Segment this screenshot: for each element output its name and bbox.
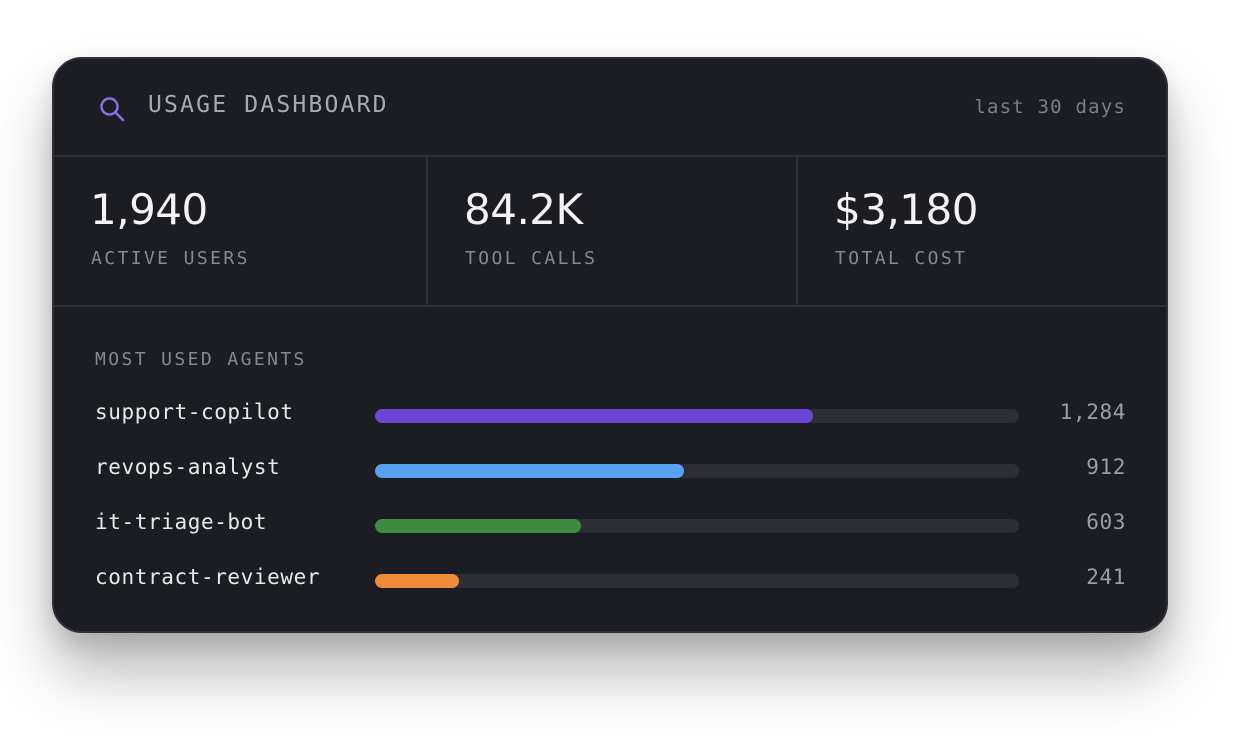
agent-count: 1,284 (1059, 400, 1126, 424)
agent-count: 603 (1086, 510, 1126, 534)
stat-label: TOTAL COST (835, 248, 968, 269)
agent-row-revops-analyst: revops-analyst 912 (54, 452, 1166, 488)
usage-bar-track (375, 464, 1019, 478)
dashboard-title: USAGE DASHBOARD (148, 92, 389, 118)
stat-label: ACTIVE USERS (91, 248, 250, 269)
agent-count: 912 (1086, 455, 1126, 479)
usage-bar-fill (375, 519, 582, 533)
stat-tool-calls: 84.2K TOOL CALLS (426, 155, 798, 305)
usage-bar-fill (375, 409, 813, 423)
card-header: USAGE DASHBOARD last 30 days (54, 59, 1166, 157)
agent-row-contract-reviewer: contract-reviewer 241 (54, 562, 1166, 598)
usage-dashboard-card: USAGE DASHBOARD last 30 days 1,940 ACTIV… (52, 57, 1168, 633)
agent-name: it-triage-bot (95, 510, 268, 534)
agent-name: revops-analyst (95, 455, 281, 479)
stat-value: $3,180 (834, 185, 978, 234)
stat-active-users: 1,940 ACTIVE USERS (54, 155, 426, 305)
stat-value: 84.2K (464, 185, 583, 234)
search-icon[interactable] (98, 95, 126, 123)
agent-row-support-copilot: support-copilot 1,284 (54, 397, 1166, 433)
agent-name: support-copilot (95, 400, 294, 424)
usage-bar-fill (375, 464, 685, 478)
usage-bar-track (375, 409, 1019, 423)
usage-bar-track (375, 574, 1019, 588)
stat-value: 1,940 (90, 185, 208, 234)
usage-bar-fill (375, 574, 459, 588)
agents-section-title: MOST USED AGENTS (95, 349, 307, 370)
stat-total-cost: $3,180 TOTAL COST (796, 155, 1166, 305)
agent-name: contract-reviewer (95, 565, 321, 589)
agent-count: 241 (1086, 565, 1126, 589)
stat-label: TOOL CALLS (465, 248, 598, 269)
usage-bar-track (375, 519, 1019, 533)
stats-row: 1,940 ACTIVE USERS 84.2K TOOL CALLS $3,1… (54, 155, 1166, 307)
date-range-label: last 30 days (974, 96, 1126, 118)
agent-row-it-triage-bot: it-triage-bot 603 (54, 507, 1166, 543)
